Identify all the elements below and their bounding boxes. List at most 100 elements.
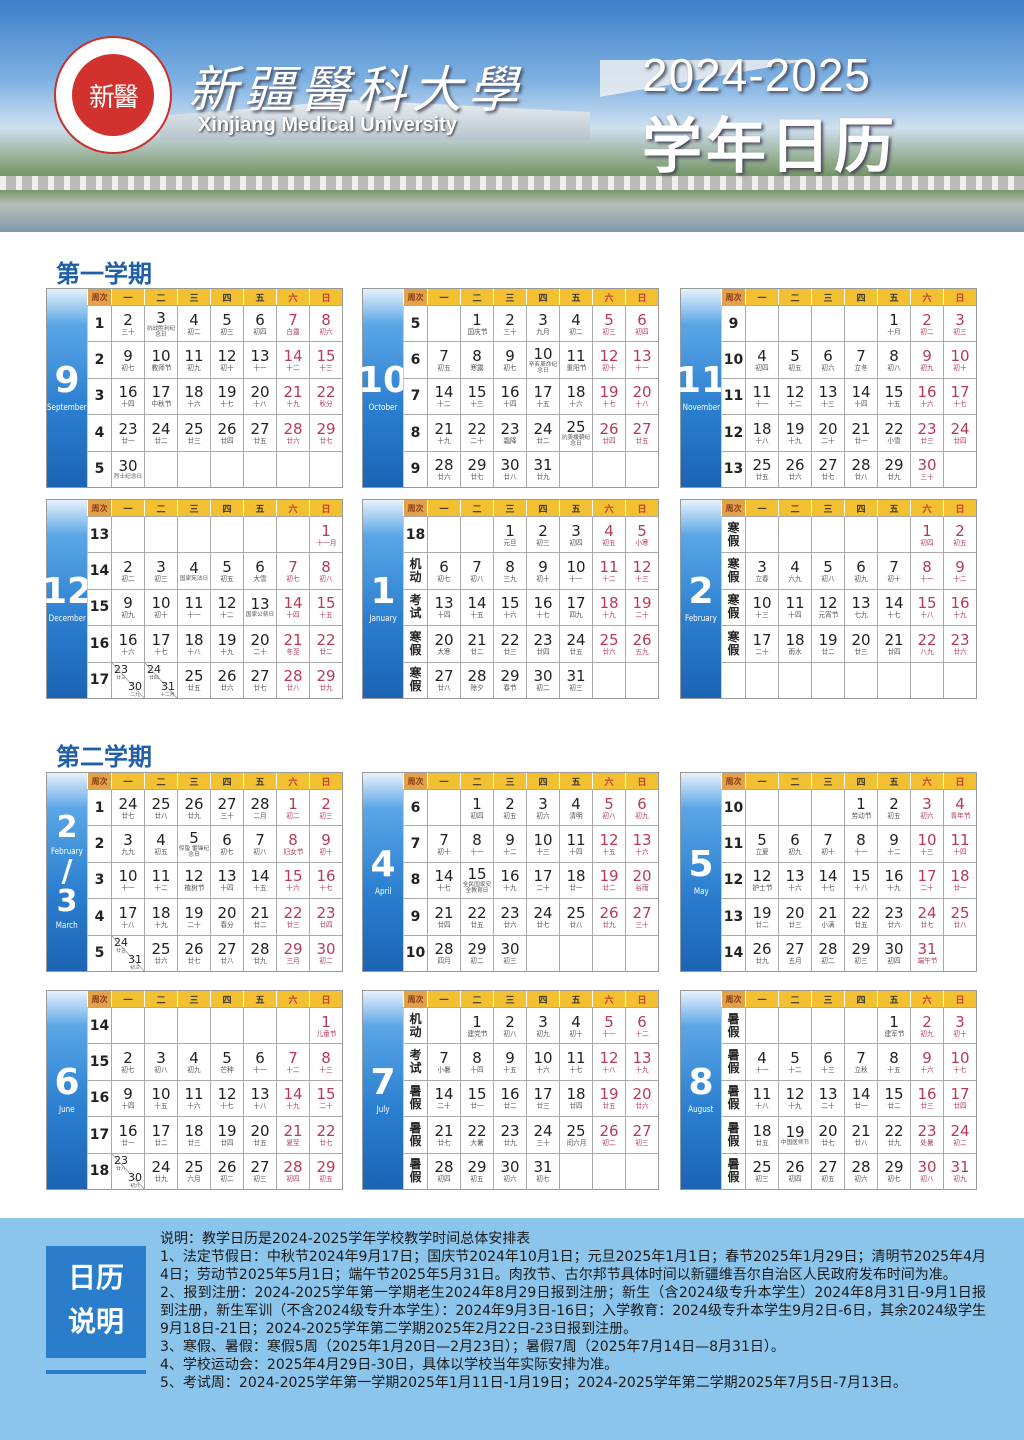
day-number: 6	[823, 1049, 833, 1068]
weekday-header: 三	[811, 773, 844, 789]
lunar-date: 初十	[319, 848, 333, 856]
day-number: 23	[118, 419, 138, 438]
weekday-header: 六	[592, 773, 625, 789]
lunar-date: 中国医师节	[780, 1139, 810, 1146]
day-number: 8	[505, 558, 515, 577]
day-number: 7	[856, 347, 866, 366]
day-number: 11	[752, 1085, 772, 1104]
day-cell: 30 烈士纪念日	[111, 450, 144, 487]
week-label-text: 18	[89, 1163, 110, 1180]
day-cell: 20 廿六	[625, 1079, 658, 1117]
week-label-text: 6	[410, 352, 421, 369]
day-number: 4	[757, 347, 767, 366]
day-number: 5	[604, 794, 614, 813]
lunar-date: 辛亥革命纪念日	[528, 361, 558, 374]
lunar-date: 十四	[220, 884, 234, 893]
lunar-date: 初十	[821, 848, 835, 856]
day-cell: 22 大暑	[460, 1116, 493, 1153]
lunar-date: 五月	[788, 957, 802, 966]
lunar-date: 初二	[220, 1175, 234, 1184]
day-cell: 22 廿五	[844, 898, 877, 935]
day-cell: 21 廿四	[427, 898, 460, 935]
day-cell: 9 十二	[493, 825, 526, 862]
weekday-header: 日	[625, 289, 658, 305]
lunar-date: 十三	[755, 611, 769, 620]
day-number: 6	[439, 558, 449, 577]
lunar-date: 廿二	[319, 648, 333, 656]
day-cell: 17 四九	[559, 588, 592, 626]
lunar-date: 廿二	[154, 1139, 168, 1147]
day-number: 8	[321, 558, 331, 577]
day-number: 20	[632, 867, 652, 886]
month-label: 2 February	[681, 500, 721, 698]
weekday-header: 六	[592, 289, 625, 305]
day-number: 14	[467, 594, 487, 613]
day-cell: 9 十二	[943, 552, 976, 589]
day-number: 10	[752, 594, 772, 613]
day-number: 30	[500, 456, 520, 475]
lunar-date: 闰六月	[566, 1139, 586, 1147]
lunar-date: 初三	[154, 575, 168, 583]
month-label: 11 November	[676, 289, 726, 487]
month-label: 1 January	[363, 500, 403, 698]
day-number: 28	[851, 1158, 871, 1177]
day-cell: 16 十六	[910, 377, 943, 415]
day-cell: 25 廿八	[144, 789, 177, 826]
day-number: 27	[785, 940, 805, 959]
weekday-header: 一	[427, 991, 460, 1007]
week-label-text: 8	[410, 872, 421, 889]
day-number: 19	[752, 903, 772, 922]
day-cell: 15 廿一	[460, 1079, 493, 1117]
lunar-date: 初十	[437, 848, 451, 856]
day-number: 27	[632, 1121, 652, 1140]
lunar-date: 廿五	[755, 1139, 769, 1147]
day-number: 19	[785, 1122, 805, 1141]
day-number: 8	[472, 831, 482, 850]
weekday-header: 二	[460, 773, 493, 789]
lunar-date: 十九	[887, 884, 901, 893]
notes-item-2: 2、报到注册：2024-2025学年第一学期老生2024年8月29日报到注册；新…	[160, 1285, 986, 1337]
lunar-date: 初七	[121, 364, 135, 372]
day-cell: 16 十四	[493, 377, 526, 415]
logo-seal: 新醫	[72, 54, 154, 136]
day-cell: 29 初五	[460, 1152, 493, 1189]
lunar-date: 十五	[602, 848, 616, 856]
lunar-date: 立夏	[755, 848, 769, 856]
empty-day-cell	[910, 661, 943, 698]
day-number: 7	[288, 558, 298, 577]
notes-section: 日历 说明 说明：教学日历是2024-2025学年学校教学时间总体安排表 1、法…	[0, 1218, 1024, 1440]
day-cell: 17 二十	[910, 861, 943, 899]
day-number: 22	[467, 903, 487, 922]
day-number: 30	[917, 456, 937, 475]
lunar-date: 廿五	[569, 648, 583, 656]
lunar-date: 初八	[920, 1175, 934, 1184]
day-number: 3	[922, 794, 932, 813]
week-label: 9	[403, 898, 427, 935]
empty-day-cell	[276, 1007, 309, 1044]
month-label: 9 September	[47, 289, 87, 487]
notes-item-3: 3、寒假、暑假：寒假5周（2025年1月20日—2月23日）；暑假7周（2025…	[160, 1339, 785, 1355]
day-number: 28	[851, 456, 871, 475]
day-number: 17	[566, 594, 586, 613]
lunar-date: 三十	[121, 327, 135, 336]
lunar-date: 初九	[635, 811, 649, 820]
lunar-date: 廿三	[503, 648, 517, 656]
day-cell: 11 重阳节	[559, 341, 592, 378]
day-number: 10	[950, 347, 970, 366]
day-number: 12	[818, 594, 838, 613]
lunar-date: 芒种	[220, 1066, 234, 1074]
split-day: 23 廿三	[114, 664, 128, 681]
lunar-date: 廿一	[121, 437, 135, 445]
day-cell: 1 元旦	[493, 516, 526, 553]
lunar-date: 廿九	[887, 1139, 901, 1147]
day-cell: 4 初二	[559, 305, 592, 342]
lunar-date: 植树节	[184, 884, 204, 893]
day-number: 30	[917, 1158, 937, 1177]
lunar-date: 六九	[788, 575, 802, 583]
empty-day-cell	[745, 661, 778, 698]
day-number: 4	[571, 1012, 581, 1031]
day-number: 15	[467, 865, 487, 884]
day-number: 14	[851, 1085, 871, 1104]
split-day: 24 廿四	[147, 664, 161, 681]
day-cell: 8 寒露	[460, 341, 493, 378]
